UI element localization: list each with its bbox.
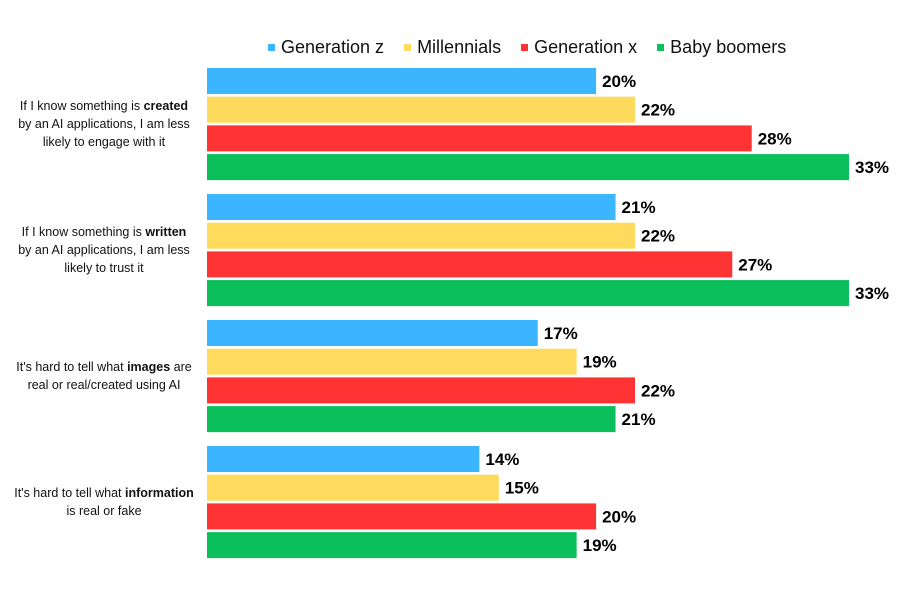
data-label: 22% [641, 101, 675, 120]
bar [207, 474, 499, 501]
bar [207, 222, 635, 249]
legend-label: Generation z [281, 36, 385, 57]
bar [207, 125, 752, 152]
category-label-emphasis: created [143, 99, 189, 114]
category-label-text: It's hard to tell what [14, 486, 126, 501]
data-label: 17% [544, 324, 578, 343]
legend: Generation z Millennials Generation x Baby … [268, 36, 786, 58]
data-label: 20% [602, 72, 636, 91]
category-label: It's hard to tell what information is re… [14, 484, 194, 520]
bar [207, 377, 635, 404]
category-label-text: If I know something is [19, 99, 144, 114]
bar [207, 96, 635, 123]
category-label: If I know something is created by an AI … [14, 97, 194, 151]
bar [207, 532, 577, 559]
bar [207, 251, 733, 278]
bar [207, 406, 616, 433]
legend-swatch [404, 43, 412, 51]
category-label-emphasis: written [145, 225, 187, 240]
category-label-text: are real or real/created using AI [27, 360, 192, 393]
data-label: 22% [641, 227, 675, 246]
data-label: 21% [622, 410, 656, 429]
bar [207, 348, 577, 375]
data-label: 22% [641, 381, 675, 400]
bar [207, 154, 849, 181]
legend-item: Generation x [521, 37, 637, 58]
category-label-text: by an AI applications, I am less likely … [18, 117, 190, 150]
legend-swatch [521, 43, 529, 51]
data-label: 33% [855, 284, 889, 303]
legend-swatch [268, 43, 275, 51]
bar [207, 280, 849, 307]
category-label-text: by an AI applications, I am less likely … [18, 243, 190, 276]
legend-item: Millennials [404, 37, 501, 58]
data-label: 15% [505, 479, 539, 498]
data-label: 33% [855, 158, 889, 177]
category-label-text: is real or fake [66, 504, 142, 519]
data-label: 21% [622, 198, 656, 217]
data-label: 20% [602, 507, 636, 526]
bar [207, 194, 616, 220]
data-label: 28% [758, 129, 792, 148]
category-label-text: If I know something is [21, 225, 146, 240]
category-label: If I know something is written by an AI … [14, 223, 194, 277]
legend-label: Baby boomers [670, 36, 787, 57]
bar [207, 320, 538, 346]
data-label: 19% [583, 536, 617, 555]
category-label: It's hard to tell what images are real o… [14, 358, 194, 394]
legend-item: Baby boomers [657, 37, 786, 58]
category-label-text: It's hard to tell what [16, 360, 128, 375]
category-label-emphasis: information [125, 486, 194, 501]
bar [207, 446, 480, 472]
bar [207, 503, 597, 530]
legend-label: Millennials [417, 36, 502, 57]
data-label: 27% [738, 255, 772, 274]
legend-label: Generation x [534, 36, 638, 57]
data-label: 14% [485, 450, 519, 469]
legend-item: Generation z [268, 37, 384, 58]
legend-swatch [657, 43, 665, 51]
category-label-emphasis: images [127, 360, 171, 375]
data-label: 19% [583, 353, 617, 372]
bar [207, 68, 597, 94]
